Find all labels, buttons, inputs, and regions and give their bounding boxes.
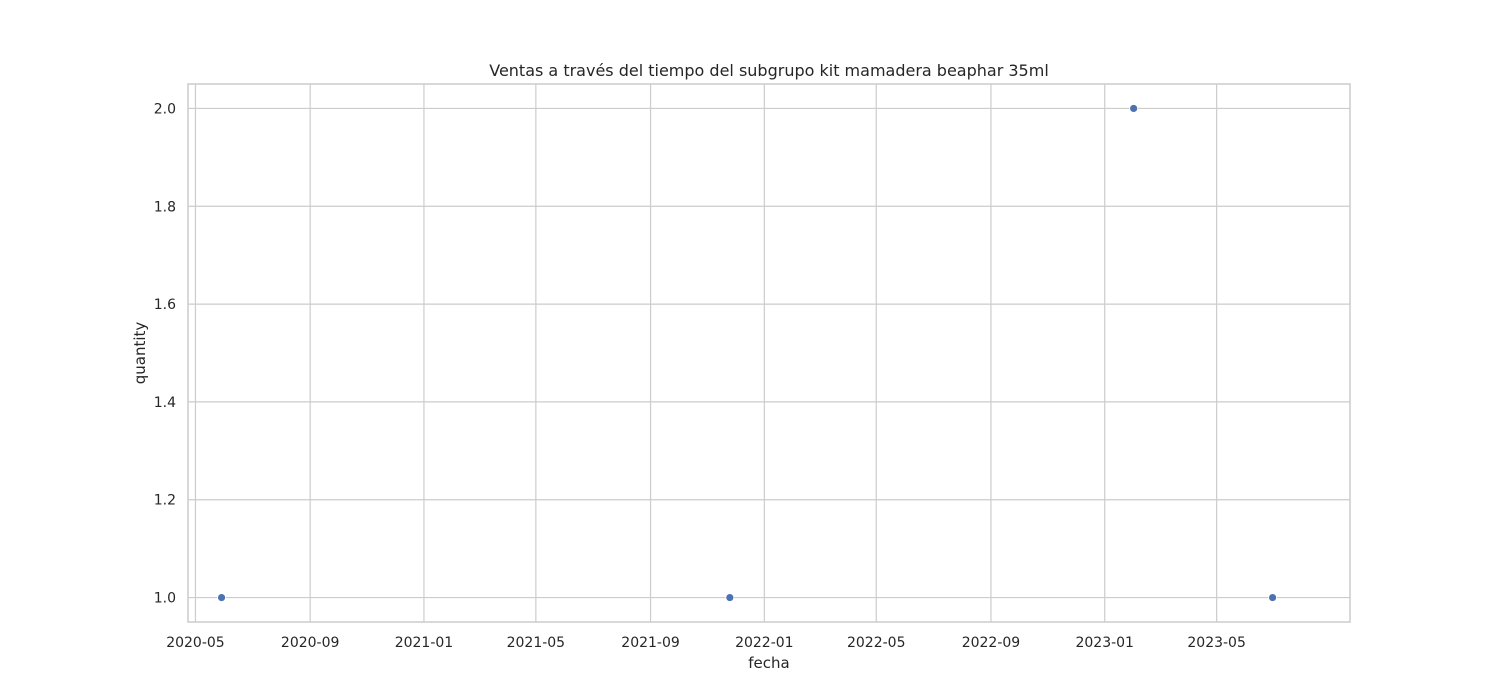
y-grid <box>188 107 1350 599</box>
x-tick-label: 2021-05 <box>507 635 566 651</box>
y-tick-label: 1.4 <box>154 395 176 411</box>
x-tick-label: 2021-09 <box>621 635 680 651</box>
data-point <box>725 593 735 602</box>
data-point <box>1268 593 1277 602</box>
y-tick-label: 2.0 <box>154 101 176 117</box>
data-point <box>1129 104 1139 113</box>
x-axis-label: fecha <box>748 654 789 672</box>
y-tick-labels: 1.0 1.2 1.4 1.6 1.8 2.0 <box>154 101 176 606</box>
data-points <box>217 104 1277 602</box>
x-tick-label: 2023-05 <box>1187 635 1246 651</box>
data-point <box>217 593 226 602</box>
x-tick-label: 2023-01 <box>1075 635 1134 651</box>
x-tick-label: 2022-01 <box>735 635 794 651</box>
x-tick-label: 2020-09 <box>281 635 340 651</box>
x-tick-label: 2020-05 <box>166 635 225 651</box>
y-tick-label: 1.0 <box>154 591 176 607</box>
x-tick-labels: 2020-05 2020-09 2021-01 2021-05 2021-09 2022-… <box>166 635 1246 651</box>
y-tick-label: 1.8 <box>154 199 176 215</box>
x-tick-label: 2022-05 <box>847 635 906 651</box>
plot-frame <box>187 83 1351 623</box>
chart-title: Ventas a través del tiempo del subgrupo … <box>489 61 1049 80</box>
y-tick-label: 1.2 <box>154 493 176 509</box>
y-tick-label: 1.6 <box>154 297 176 313</box>
x-tick-label: 2021-01 <box>395 635 454 651</box>
y-axis-label: quantity <box>131 322 149 385</box>
x-tick-label: 2022-09 <box>962 635 1021 651</box>
x-grid <box>194 84 1218 622</box>
